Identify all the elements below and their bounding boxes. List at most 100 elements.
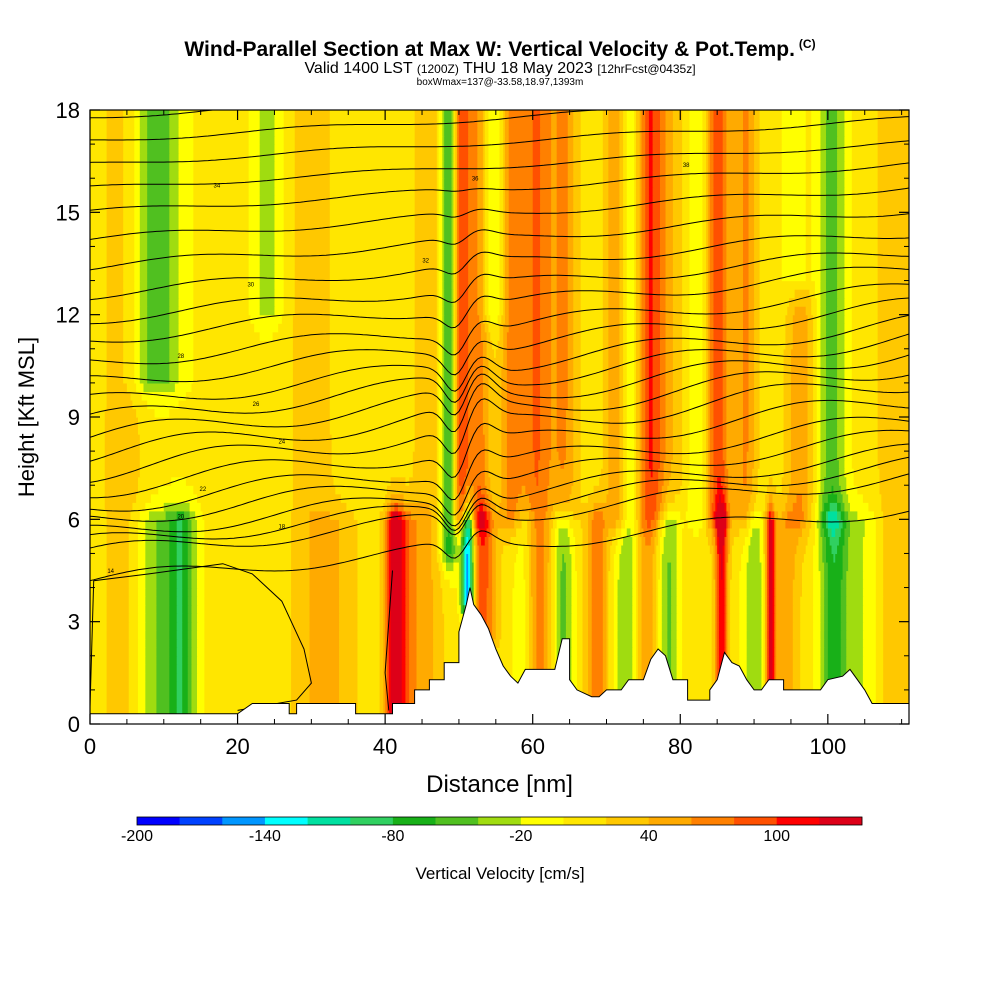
- velocity-cell: [453, 280, 456, 290]
- velocity-cell: [748, 544, 761, 555]
- velocity-cell: [551, 280, 558, 290]
- velocity-cell: [468, 229, 478, 239]
- velocity-cell: [438, 374, 443, 384]
- velocity-cell: [106, 681, 130, 691]
- velocity-cell: [462, 596, 466, 606]
- velocity-cell: [388, 664, 392, 674]
- velocity-cell: [248, 237, 261, 248]
- velocity-cell: [90, 459, 106, 469]
- velocity-cell: [742, 348, 750, 358]
- velocity-cell: [90, 468, 106, 478]
- velocity-cell: [123, 263, 135, 273]
- velocity-cell: [554, 527, 560, 537]
- velocity-cell: [790, 417, 809, 427]
- velocity-cell: [715, 579, 718, 589]
- velocity-cell: [807, 451, 814, 461]
- velocity-cell: [475, 510, 478, 520]
- velocity-cell: [602, 570, 608, 580]
- velocity-cell: [529, 579, 532, 589]
- velocity-cell: [875, 570, 884, 580]
- velocity-cell: [807, 408, 814, 418]
- velocity-cell: [551, 382, 558, 393]
- velocity-cell: [442, 229, 445, 239]
- velocity-cell: [176, 527, 183, 537]
- velocity-cell: [851, 382, 879, 393]
- velocity-cell: [457, 476, 460, 486]
- velocity-cell: [169, 596, 178, 606]
- velocity-cell: [763, 544, 766, 555]
- velocity-cell: [379, 510, 386, 520]
- velocity-cell: [619, 391, 624, 401]
- velocity-cell: [707, 434, 711, 444]
- velocity-cell: [741, 561, 748, 572]
- velocity-cell: [281, 314, 294, 324]
- velocity-cell: [139, 459, 294, 469]
- velocity-cell: [637, 553, 643, 563]
- velocity-cell: [405, 698, 410, 708]
- velocity-cell: [294, 306, 331, 316]
- velocity-cell: [128, 561, 139, 572]
- velocity-cell: [191, 698, 198, 708]
- velocity-cell: [580, 331, 604, 341]
- velocity-cell: [309, 587, 340, 597]
- velocity-cell: [106, 638, 130, 648]
- velocity-cell: [444, 323, 453, 333]
- velocity-cell: [385, 706, 388, 717]
- velocity-cell: [145, 527, 158, 537]
- velocity-cell: [436, 417, 440, 427]
- velocity-cell: [90, 698, 108, 708]
- velocity-cell: [719, 553, 722, 563]
- velocity-cell: [532, 280, 541, 290]
- velocity-cell: [591, 561, 604, 572]
- velocity-cell: [414, 365, 438, 375]
- velocity-cell: [706, 280, 709, 290]
- velocity-cell: [545, 510, 552, 520]
- velocity-cell: [451, 408, 454, 418]
- velocity-cell: [390, 604, 403, 614]
- velocity-cell: [602, 382, 609, 393]
- velocity-cell: [613, 664, 619, 674]
- velocity-cell: [682, 468, 691, 478]
- velocity-cell: [543, 655, 549, 665]
- velocity-cell: [689, 323, 703, 333]
- velocity-cell: [654, 536, 659, 546]
- velocity-cell: [468, 382, 484, 393]
- velocity-cell: [104, 425, 139, 435]
- velocity-cell: [588, 647, 593, 657]
- velocity-cell: [641, 561, 654, 572]
- velocity-cell: [294, 246, 331, 256]
- velocity-cell: [444, 348, 453, 358]
- velocity-cell: [613, 647, 619, 657]
- velocity-cell: [90, 570, 108, 580]
- velocity-cell: [658, 621, 663, 631]
- velocity-cell: [532, 630, 537, 640]
- velocity-cell: [329, 399, 416, 410]
- velocity-cell: [457, 297, 460, 307]
- velocity-cell: [455, 417, 458, 427]
- velocity-cell: [634, 459, 637, 469]
- velocity-cell: [648, 340, 654, 350]
- velocity-cell: [178, 331, 194, 341]
- velocity-cell: [458, 468, 467, 478]
- velocity-cell: [580, 519, 589, 529]
- velocity-cell: [730, 655, 740, 665]
- velocity-cell: [567, 297, 574, 307]
- velocity-cell: [436, 536, 440, 546]
- velocity-cell: [401, 638, 407, 648]
- velocity-cell: [90, 399, 108, 410]
- velocity-cell: [409, 621, 418, 631]
- velocity-cell: [879, 485, 909, 495]
- velocity-cell: [457, 254, 460, 265]
- velocity-cell: [385, 553, 388, 563]
- velocity-cell: [409, 613, 418, 623]
- velocity-cell: [178, 289, 194, 299]
- velocity-cell: [444, 630, 464, 640]
- velocity-cell: [792, 579, 803, 589]
- velocity-cell: [453, 519, 456, 529]
- velocity-cell: [602, 630, 608, 640]
- velocity-cell: [857, 485, 881, 495]
- velocity-cell: [558, 536, 571, 546]
- velocity-cell: [90, 391, 108, 401]
- velocity-cell: [554, 579, 558, 589]
- velocity-cell: [626, 391, 635, 401]
